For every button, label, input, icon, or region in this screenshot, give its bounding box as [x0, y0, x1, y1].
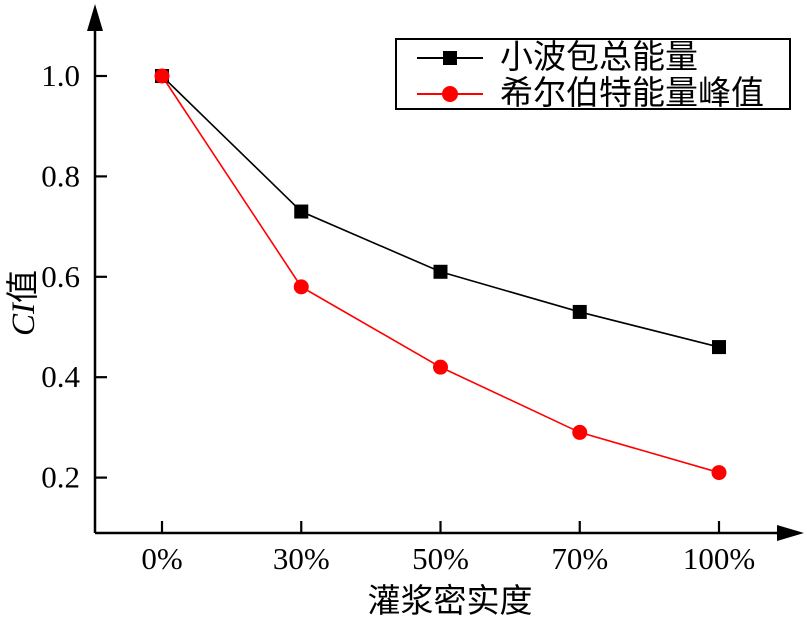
- y-tick-label: 1.0: [41, 58, 80, 93]
- x-tick-label: 100%: [683, 541, 755, 576]
- data-point-marker: [572, 424, 588, 440]
- y-axis-title-cjk: 值: [5, 270, 42, 303]
- x-tick-label: 0%: [141, 541, 182, 576]
- legend-item-wavelet-energy: 小波包总能量: [397, 40, 789, 76]
- series-line: [161, 75, 720, 348]
- data-point-marker: [433, 264, 448, 279]
- y-axis-title-italic: CI: [6, 301, 42, 336]
- legend-label-wavelet-energy: 小波包总能量: [500, 40, 698, 76]
- data-point-marker: [154, 68, 170, 84]
- y-tick-label: 0.8: [41, 158, 80, 193]
- data-point-marker: [712, 340, 726, 355]
- x-tick-label: 30%: [273, 541, 330, 576]
- x-axis-ticks: 0% 30% 50% 70% 100%: [141, 521, 755, 576]
- legend: 小波包总能量 希尔伯特能量峰值: [395, 38, 791, 112]
- x-axis-arrow-icon: [777, 525, 804, 541]
- y-tick-label: 0.6: [41, 259, 80, 294]
- data-point-marker: [711, 465, 727, 481]
- y-axis-ticks: 1.0 0.8 0.6 0.4 0.2: [41, 58, 107, 495]
- data-series: [154, 68, 727, 481]
- x-axis-title: 灌浆密实度: [368, 583, 533, 620]
- legend-line-circle-icon: [417, 86, 483, 102]
- legend-item-hilbert-peak: 希尔伯特能量峰值: [397, 76, 789, 112]
- x-tick-label: 50%: [412, 541, 469, 576]
- y-axis-arrow-icon: [87, 4, 103, 31]
- data-point-marker: [293, 279, 309, 295]
- legend-label-hilbert-peak: 希尔伯特能量峰值: [500, 76, 764, 112]
- data-point-marker: [572, 304, 587, 319]
- y-axis-title: CI值: [5, 270, 42, 336]
- y-tick-label: 0.2: [41, 460, 80, 495]
- x-tick-label: 70%: [551, 541, 608, 576]
- data-point-marker: [433, 359, 448, 375]
- data-point-marker: [294, 204, 309, 219]
- y-tick-label: 0.4: [41, 359, 80, 394]
- legend-line-square-icon: [417, 51, 483, 65]
